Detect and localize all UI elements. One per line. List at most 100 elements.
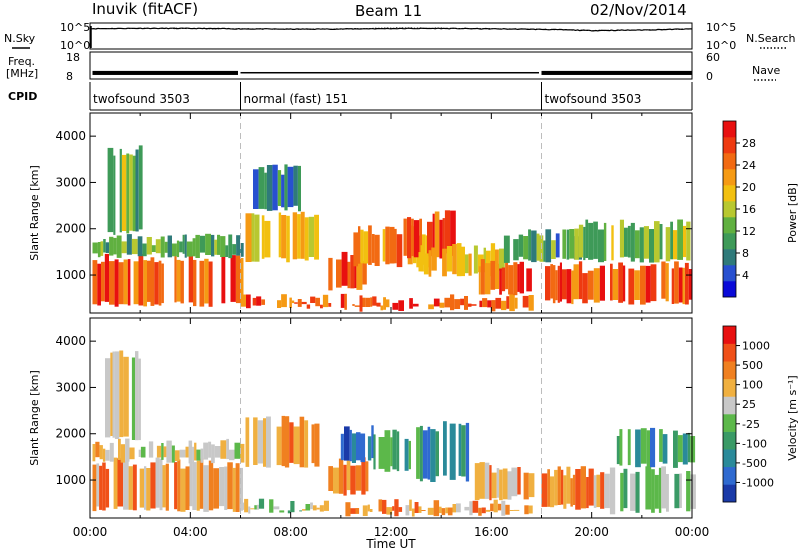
- velocity-cell: [224, 466, 228, 510]
- power-cell: [278, 212, 282, 258]
- velocity-axes-group: 1000 2000 3000 4000 00:00 04:00 08:00 12:00 16:0…: [55, 318, 709, 539]
- power-cell: [142, 243, 147, 257]
- velocity-cell: [244, 498, 249, 513]
- power-cell: [409, 298, 413, 309]
- power-cell: [100, 241, 104, 256]
- velocity-cell: [677, 435, 683, 463]
- velocity-cell: [435, 431, 439, 477]
- velocity-cell: [199, 458, 204, 509]
- velocity-cell: [102, 462, 106, 511]
- velocity-cell: [185, 466, 190, 510]
- power-cell: [593, 268, 600, 303]
- velocity-cell: [188, 440, 193, 464]
- velocity-cell: [404, 438, 409, 471]
- power-cell: [356, 262, 363, 290]
- velocity-cell: [586, 477, 589, 509]
- velocity-cell: [421, 510, 426, 511]
- power-cell: [131, 238, 138, 255]
- velocity-cell: [92, 444, 96, 462]
- velocity-cell: [245, 417, 250, 467]
- power-cell: [562, 269, 567, 300]
- velocity-cell: [139, 468, 144, 508]
- power-cell: [432, 213, 435, 258]
- power-cell: [347, 261, 351, 289]
- power-cell: [630, 222, 635, 262]
- power-colorbar-tick-label: 4: [742, 269, 749, 282]
- velocity-cell: [360, 433, 366, 463]
- velocity-cell: [600, 472, 605, 509]
- velocity-cell: [445, 507, 448, 514]
- velocity-cell: [140, 446, 146, 458]
- velocity-cell: [355, 465, 362, 491]
- power-cell: [501, 267, 506, 292]
- power-cell: [92, 260, 98, 305]
- velocity-cell: [239, 467, 243, 511]
- velocity-cell: [361, 457, 366, 495]
- power-cell: [665, 263, 669, 302]
- power-cell: [322, 294, 329, 308]
- nsky-label: N.Sky: [4, 32, 36, 45]
- power-cell: [450, 210, 456, 256]
- velocity-cell: [118, 438, 121, 460]
- power-cell: [281, 215, 287, 259]
- power-cell: [444, 210, 451, 254]
- frequency-segment-2: [541, 70, 692, 75]
- power-cell: [158, 260, 162, 306]
- velocity-cell: [620, 472, 624, 512]
- power-cell: [291, 300, 295, 304]
- power-cell: [105, 242, 110, 253]
- power-cell: [654, 221, 660, 263]
- power-cell: [518, 234, 524, 257]
- velocity-cell: [258, 498, 265, 509]
- power-cell: [138, 254, 144, 306]
- velocity-cell: [113, 457, 118, 509]
- velocity-colorbar-swatch: [723, 378, 736, 397]
- power-cell: [578, 224, 584, 258]
- velocity-cell: [378, 499, 383, 512]
- power-cell: [479, 300, 483, 308]
- power-cell: [545, 266, 551, 301]
- power-colorbar-tick-label: 12: [742, 225, 756, 238]
- power-cell: [640, 265, 646, 305]
- velocity-colorbar-tick-label: 500: [742, 359, 763, 372]
- velocity-cell: [690, 474, 696, 509]
- velocity-cell: [528, 473, 535, 498]
- velocity-cell: [240, 502, 245, 510]
- power-cell: [427, 221, 433, 257]
- power-cell: [370, 297, 373, 307]
- power-cell: [442, 248, 447, 277]
- velocity-cell: [513, 509, 520, 511]
- velocity-cell: [378, 437, 385, 469]
- power-cell: [101, 261, 105, 302]
- power-cell: [214, 239, 217, 255]
- velocity-colorbar-tick-label: 25: [742, 398, 756, 411]
- power-cell: [505, 261, 509, 290]
- power-cell: [428, 304, 434, 310]
- velocity-region-9: [345, 499, 533, 517]
- velocity-cell: [120, 444, 126, 463]
- power-cell: [566, 229, 570, 260]
- power-cell: [383, 297, 386, 310]
- velocity-cell: [256, 504, 259, 510]
- velocity-cell: [316, 507, 320, 510]
- power-cell: [471, 304, 477, 306]
- power-colorbar: 4 8 12 16 20 24 28: [722, 120, 756, 298]
- power-cell: [598, 229, 604, 263]
- velocity-cell: [180, 468, 186, 512]
- velocity-cell: [110, 352, 113, 436]
- time-xtick-label: 16:00: [474, 525, 509, 539]
- power-cell: [374, 234, 380, 266]
- power-cell: [411, 218, 414, 257]
- velocity-cell: [502, 468, 508, 500]
- power-cell: [138, 145, 143, 230]
- velocity-cell: [496, 468, 500, 498]
- velocity-cell: [177, 459, 181, 512]
- power-cell: [146, 237, 152, 255]
- power-cell: [365, 297, 371, 307]
- velocity-cell: [284, 416, 290, 468]
- freq-series-group: [92, 70, 692, 75]
- power-colorbar-swatch: [723, 169, 736, 186]
- velocity-cell: [509, 510, 514, 511]
- noise-panel-frame: [89, 22, 693, 50]
